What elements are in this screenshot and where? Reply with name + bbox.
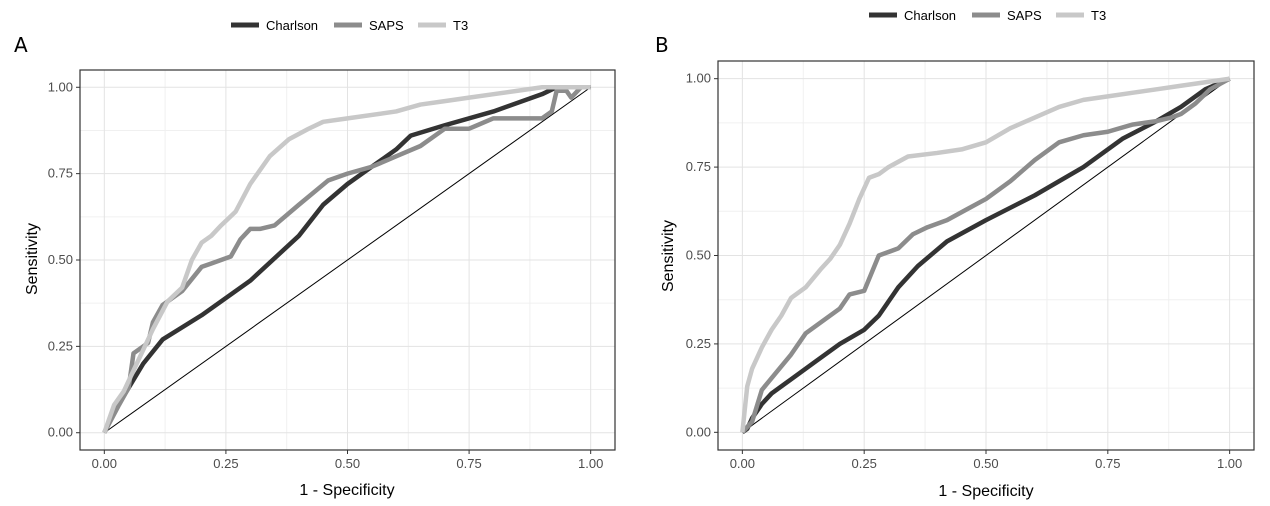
x-tick-label: 1.00 [1217, 456, 1242, 471]
y-axis-title-b: Sensitivity [660, 220, 677, 292]
x-tick-label: 0.00 [730, 456, 755, 471]
reference-diagonal-line [742, 78, 1230, 433]
legend-label-charlson-b: Charlson [904, 8, 956, 23]
x-axis-title-a: 1 - Specificity [299, 482, 394, 499]
panel-b: B Charlson SAPS T3 0.00 0.25 0.50 0.75 1.000… [655, 8, 1255, 500]
panel-label-b: B [655, 33, 669, 57]
plot-border [717, 60, 1255, 451]
y-tick-label: 1.00 [48, 79, 73, 94]
y-tick-label: 0.50 [686, 248, 711, 263]
panel-label-a: A [14, 33, 28, 57]
y-tick-label: 0.25 [686, 336, 711, 351]
reference-diagonal-line [104, 86, 591, 434]
plot-border [79, 69, 616, 451]
legend-label-saps-a: SAPS [369, 18, 404, 33]
roc-line-charlson-a [102, 85, 591, 434]
x-tick-label: 1.00 [578, 456, 603, 471]
legend-label-charlson-a: Charlson [266, 18, 318, 33]
y-tick-label: 0.25 [48, 338, 73, 353]
x-tick-label: 0.25 [852, 456, 877, 471]
y-axis-title-a: Sensitivity [24, 223, 41, 295]
x-tick-label: 0.50 [973, 456, 998, 471]
plot-area-a: 0.00 0.25 0.50 0.75 1.00 0.00 0.25 0.50 0.75 1.00 [48, 69, 616, 471]
panel-a: A Charlson SAPS T3 0.00 0.25 0.50 0.75 1.000… [14, 18, 616, 499]
x-tick-label: 0.25 [213, 456, 238, 471]
x-tick-label: 0.75 [1095, 456, 1120, 471]
legend-b: Charlson SAPS T3 [869, 8, 1106, 23]
plot-area-b: 0.00 0.25 0.50 0.75 1.00 0.00 0.25 0.50 0.75 1.00 [686, 60, 1255, 471]
x-axis-title-b: 1 - Specificity [938, 483, 1033, 500]
legend-a: Charlson SAPS T3 [231, 18, 468, 33]
x-tick-label: 0.75 [456, 456, 481, 471]
legend-label-saps-b: SAPS [1007, 8, 1042, 23]
y-tick-label: 0.75 [686, 159, 711, 174]
roc-line-saps-b [740, 76, 1231, 434]
roc-line-charlson-b [741, 76, 1231, 435]
roc-line-t3-a [102, 85, 591, 434]
y-tick-label: 0.00 [686, 424, 711, 439]
y-tick-label: 0.00 [48, 425, 73, 440]
x-tick-label: 0.00 [92, 456, 117, 471]
legend-label-t3-a: T3 [453, 18, 468, 33]
y-tick-label: 1.00 [686, 71, 711, 86]
legend-label-t3-b: T3 [1091, 8, 1106, 23]
y-tick-label: 0.50 [48, 252, 73, 267]
roc-line-saps-a [102, 85, 583, 434]
roc-line-t3-b [740, 76, 1230, 433]
x-tick-label: 0.50 [335, 456, 360, 471]
y-tick-label: 0.75 [48, 166, 73, 181]
